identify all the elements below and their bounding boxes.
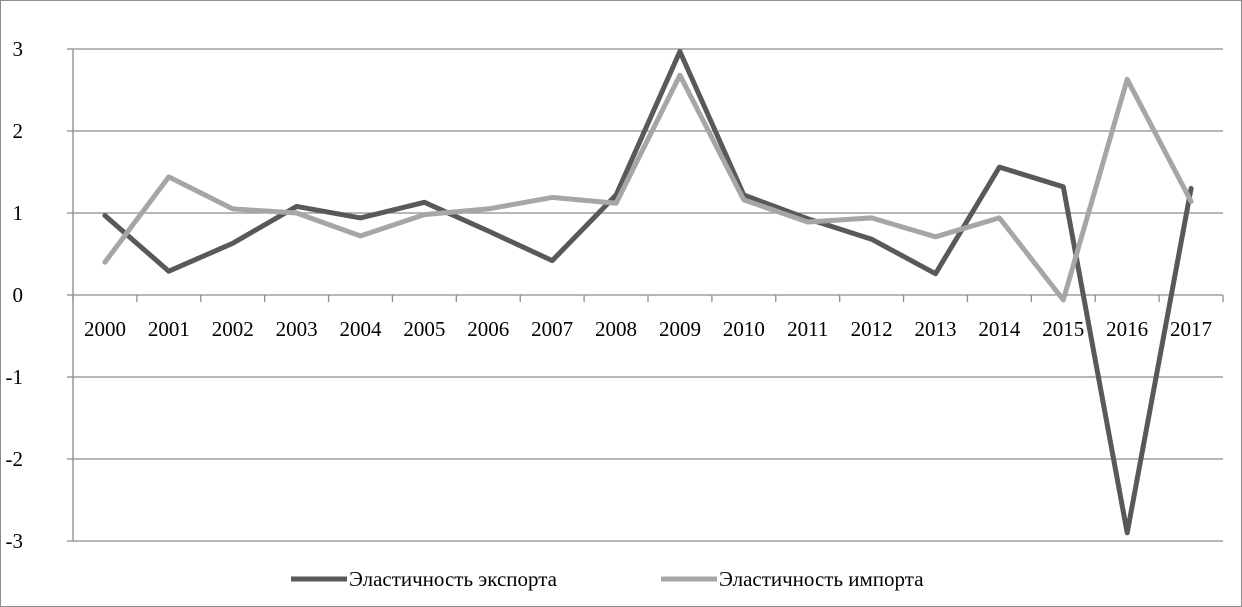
y-tick-label: 2	[13, 119, 24, 143]
y-tick-label: -1	[6, 365, 24, 389]
x-tick-label: 2016	[1106, 317, 1148, 341]
legend-label: Эластичность экспорта	[349, 567, 558, 591]
series-lines	[102, 49, 1194, 536]
x-tick-label: 2008	[595, 317, 637, 341]
y-tick-label: 3	[13, 37, 24, 61]
y-tick-labels: 3 2 1 0 -1 -2 -3	[6, 37, 24, 553]
x-tick-label: 2003	[276, 317, 318, 341]
y-tick-label: 1	[13, 201, 24, 225]
x-tick-label: 2004	[340, 317, 383, 341]
x-tick-label: 2007	[531, 317, 573, 341]
series-line-import	[102, 72, 1194, 303]
legend: Эластичность экспорта Эластичность импорт…	[291, 567, 924, 591]
x-tick-label: 2017	[1170, 317, 1212, 341]
x-tick-label: 2011	[787, 317, 828, 341]
x-tick-label: 2013	[915, 317, 957, 341]
y-tick-label: -3	[6, 529, 24, 553]
x-tick-label: 2006	[467, 317, 509, 341]
legend-label: Эластичность импорта	[719, 567, 924, 591]
x-tick-label: 2015	[1042, 317, 1084, 341]
axes	[67, 48, 1224, 542]
series-line-export	[102, 49, 1194, 536]
x-tick-label: 2014	[978, 317, 1021, 341]
x-tick-label: 2012	[851, 317, 893, 341]
x-tick-labels: 2000 2001 2002 2003 2004 2005 2006 2007 2008 2009…	[84, 317, 1212, 341]
x-tick-label: 2009	[659, 317, 701, 341]
x-tick-label: 2001	[148, 317, 190, 341]
x-tick-label: 2010	[723, 317, 765, 341]
y-tick-label: 0	[13, 283, 24, 307]
x-tick-label: 2002	[212, 317, 254, 341]
x-tick-label: 2000	[84, 317, 126, 341]
x-tick-label: 2005	[403, 317, 445, 341]
y-tick-label: -2	[6, 447, 24, 471]
